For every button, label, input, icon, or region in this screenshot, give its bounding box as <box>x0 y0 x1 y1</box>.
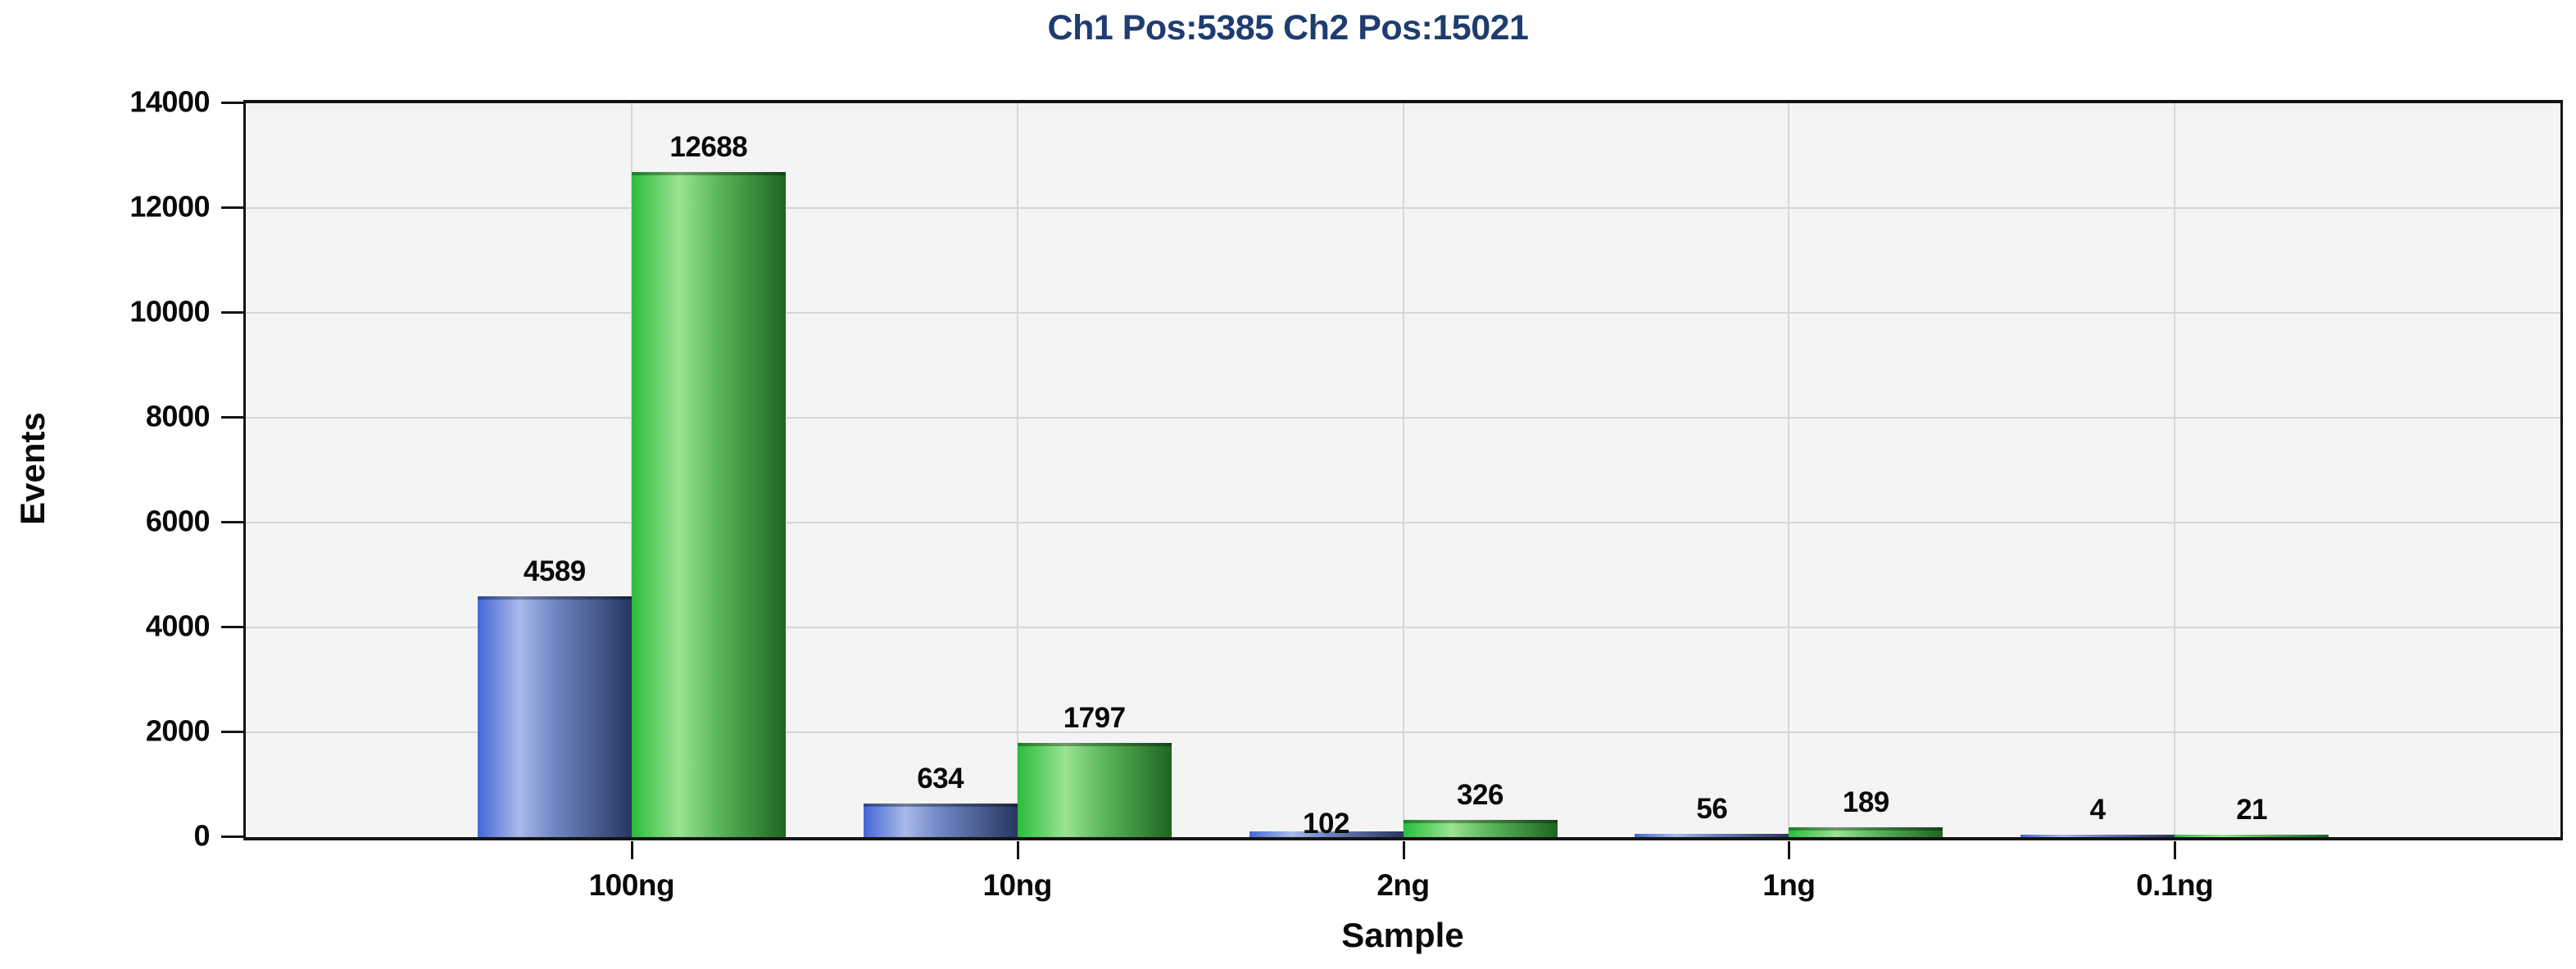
bar-value-label: 4589 <box>523 555 586 587</box>
y-tick-label: 14000 <box>129 84 210 119</box>
x-tick-label: 100ng <box>588 868 675 902</box>
y-tick <box>221 521 243 523</box>
x-tick <box>2174 841 2177 859</box>
chart-title: Ch1 Pos:5385 Ch2 Pos:15021 <box>1047 8 1529 48</box>
v-gridline <box>1016 103 1018 837</box>
bar-value-label: 189 <box>1842 786 1889 818</box>
x-tick <box>1016 841 1019 859</box>
bar-ch1-100ng <box>477 596 632 837</box>
v-gridline <box>1788 103 1790 837</box>
x-tick <box>1402 841 1405 859</box>
bar-ch1-0.1ng <box>2020 835 2175 837</box>
bar-value-label: 56 <box>1696 793 1728 825</box>
y-tick-label: 12000 <box>129 189 210 224</box>
y-tick-label: 8000 <box>145 399 211 433</box>
x-tick-label: 1ng <box>1762 868 1816 902</box>
bar-ch1-10ng <box>863 804 1018 837</box>
y-tick <box>221 416 243 419</box>
bar-ch2-1ng <box>1789 827 1943 837</box>
x-tick <box>1788 841 1791 859</box>
y-tick <box>221 626 243 628</box>
y-tick <box>221 731 243 733</box>
y-tick <box>221 311 243 314</box>
x-tick-label: 10ng <box>982 868 1052 902</box>
y-tick <box>221 835 243 838</box>
x-tick-label: 0.1ng <box>2136 868 2214 902</box>
bar-ch2-100ng <box>631 172 786 837</box>
bar-ch2-2ng <box>1403 820 1558 837</box>
y-tick <box>221 206 243 209</box>
y-tick-label: 10000 <box>129 294 210 328</box>
bar-value-label: 12688 <box>669 131 748 163</box>
y-tick-label: 0 <box>193 818 210 853</box>
v-gridline <box>1402 103 1404 837</box>
bar-value-label: 4 <box>2089 794 2106 826</box>
bar-value-label: 102 <box>1303 808 1349 840</box>
x-tick-label: 2ng <box>1376 868 1430 902</box>
y-tick-label: 2000 <box>145 713 211 748</box>
bar-ch2-0.1ng <box>2175 835 2329 837</box>
bar-value-label: 326 <box>1457 779 1503 811</box>
bar-value-label: 1797 <box>1063 702 1126 734</box>
bar-ch2-10ng <box>1017 743 1172 837</box>
bar-value-label: 21 <box>2236 794 2268 826</box>
x-axis-title: Sample <box>1341 916 1464 954</box>
y-tick-label: 6000 <box>145 504 211 538</box>
bar-ch1-1ng <box>1635 834 1789 837</box>
plot-area: 4589 634 102 56 4 12688 1797 326 189 21 <box>221 100 2563 859</box>
y-tick <box>221 102 243 104</box>
y-tick-label: 4000 <box>145 609 211 643</box>
bar-value-label: 634 <box>917 763 964 795</box>
bar-ch1-2ng <box>1249 831 1404 837</box>
v-gridline <box>2174 103 2176 837</box>
x-tick <box>630 841 633 859</box>
